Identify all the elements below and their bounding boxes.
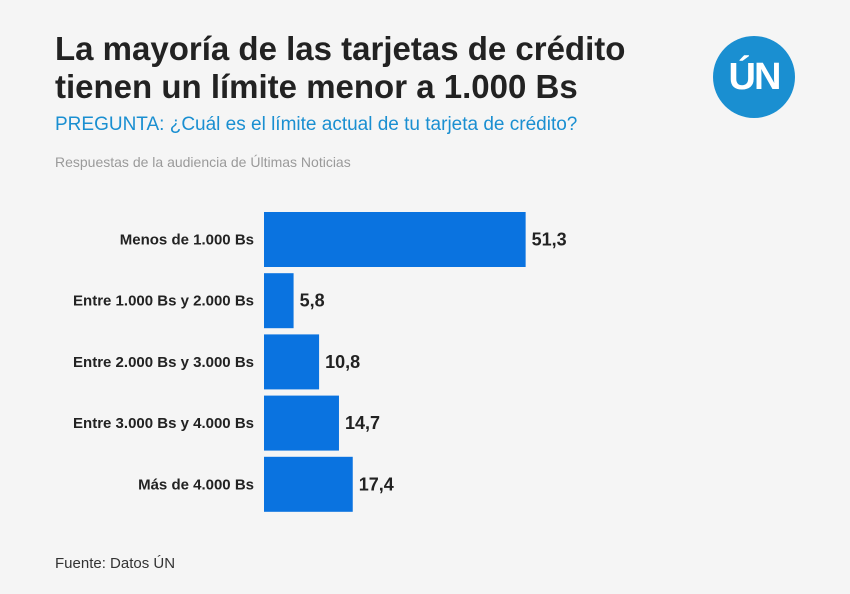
value-label-4: 17,4 (359, 474, 394, 494)
value-label-2: 10,8 (325, 352, 360, 372)
value-label-1: 5,8 (300, 291, 325, 311)
bar-1 (264, 273, 294, 329)
bar-2 (264, 334, 320, 390)
source-note: Fuente: Datos ÚN (55, 555, 176, 572)
category-label-4: Más de 4.000 Bs (138, 476, 254, 493)
value-label-3: 14,7 (345, 413, 380, 433)
category-label-2: Entre 2.000 Bs y 3.000 Bs (73, 354, 254, 371)
bar-4 (264, 456, 353, 512)
bar-0 (264, 212, 526, 267)
bar-3 (264, 395, 339, 451)
value-label-0: 51,3 (532, 230, 567, 250)
category-label-1: Entre 1.000 Bs y 2.000 Bs (73, 293, 254, 310)
audience-note: Respuestas de la audiencia de Últimas No… (55, 154, 351, 170)
category-label-3: Entre 3.000 Bs y 4.000 Bs (73, 415, 254, 432)
question-subtitle: PREGUNTA: ¿Cuál es el límite actual de t… (55, 114, 578, 135)
un-logo: ÚN (713, 36, 795, 118)
chart-title: La mayoría de las tarjetas de crédito ti… (55, 30, 626, 105)
category-label-0: Menos de 1.000 Bs (120, 232, 254, 249)
